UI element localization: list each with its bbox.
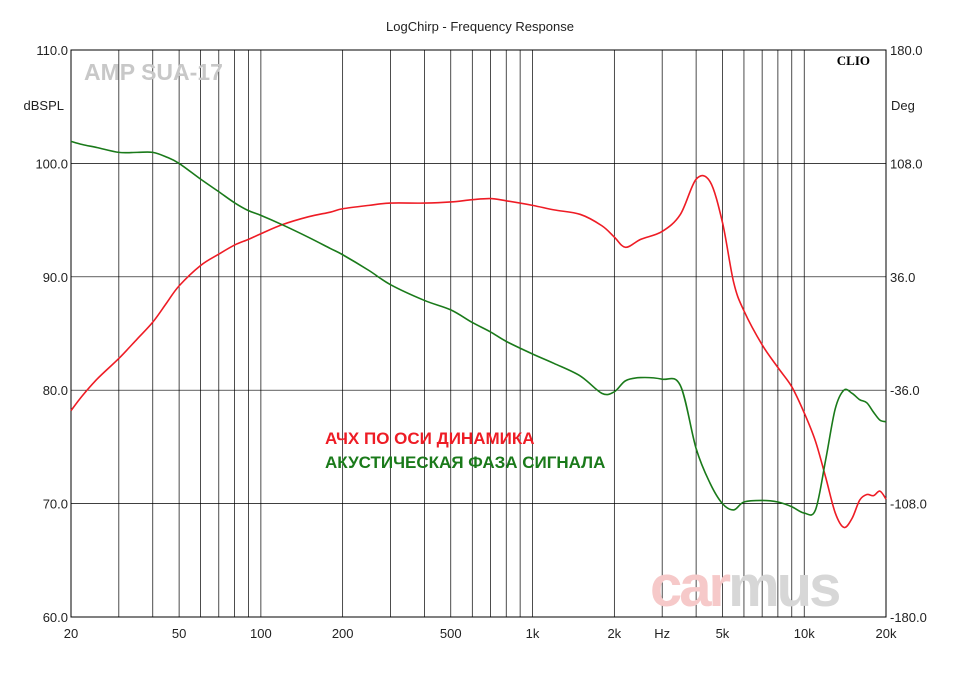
- watermark-site-part1: car: [650, 554, 731, 619]
- watermark-model: AMP SUA-17: [84, 59, 223, 85]
- x-axis-unit-label: Hz: [654, 626, 670, 641]
- left-tick-label: 100.0: [35, 156, 68, 171]
- right-axis-label: Deg: [891, 98, 915, 113]
- x-tick-label: 10k: [794, 626, 815, 641]
- left-tick-label: 60.0: [43, 610, 68, 625]
- x-axis-ticks: 20 50 100 200 500 1k 2k 5k 10k 20k: [64, 626, 897, 641]
- x-tick-label: 100: [250, 626, 272, 641]
- watermark-site-part2: mus: [728, 554, 839, 619]
- legend-frequency-response: АЧХ ПО ОСИ ДИНАМИКА: [325, 429, 535, 448]
- chart-title: LogChirp - Frequency Response: [386, 19, 574, 34]
- series-layer: [70, 140, 887, 529]
- x-tick-label: 1k: [526, 626, 540, 641]
- x-tick-label: 500: [440, 626, 462, 641]
- brand-box: [826, 52, 872, 68]
- right-tick-label: -36.0: [890, 383, 920, 398]
- series-line-1: [70, 140, 887, 516]
- right-tick-label: 180.0: [890, 43, 923, 58]
- x-tick-label: 200: [332, 626, 354, 641]
- left-tick-label: 110.0: [36, 43, 68, 58]
- x-tick-label: 50: [172, 626, 186, 641]
- grid-major-lines: [71, 49, 886, 618]
- x-tick-label: 20: [64, 626, 78, 641]
- x-tick-label: 20k: [876, 626, 897, 641]
- x-tick-label: 2k: [607, 626, 621, 641]
- brand-label: CLIO: [837, 53, 870, 68]
- series-line-0: [70, 174, 887, 529]
- right-tick-label: 108.0: [890, 156, 923, 171]
- left-tick-label: 90.0: [43, 270, 68, 285]
- watermark-site: carmus: [650, 554, 839, 619]
- left-tick-label: 70.0: [43, 497, 68, 512]
- grid-minor-lines: [118, 50, 805, 617]
- left-axis-ticks: 60.0 70.0 80.0 90.0 100.0 110.0: [35, 43, 68, 625]
- left-tick-label: 80.0: [43, 383, 68, 398]
- right-tick-label: -180.0: [890, 610, 927, 625]
- plot-frame: [70, 49, 887, 618]
- right-tick-label: 36.0: [890, 270, 915, 285]
- x-tick-label: 5k: [716, 626, 730, 641]
- legend-acoustic-phase: АКУСТИЧЕСКАЯ ФАЗА СИГНАЛА: [325, 453, 605, 472]
- right-axis-ticks: -180.0 -108.0 -36.0 36.0 108.0 180.0: [890, 43, 927, 625]
- right-tick-label: -108.0: [890, 497, 927, 512]
- left-axis-label: dBSPL: [24, 98, 64, 113]
